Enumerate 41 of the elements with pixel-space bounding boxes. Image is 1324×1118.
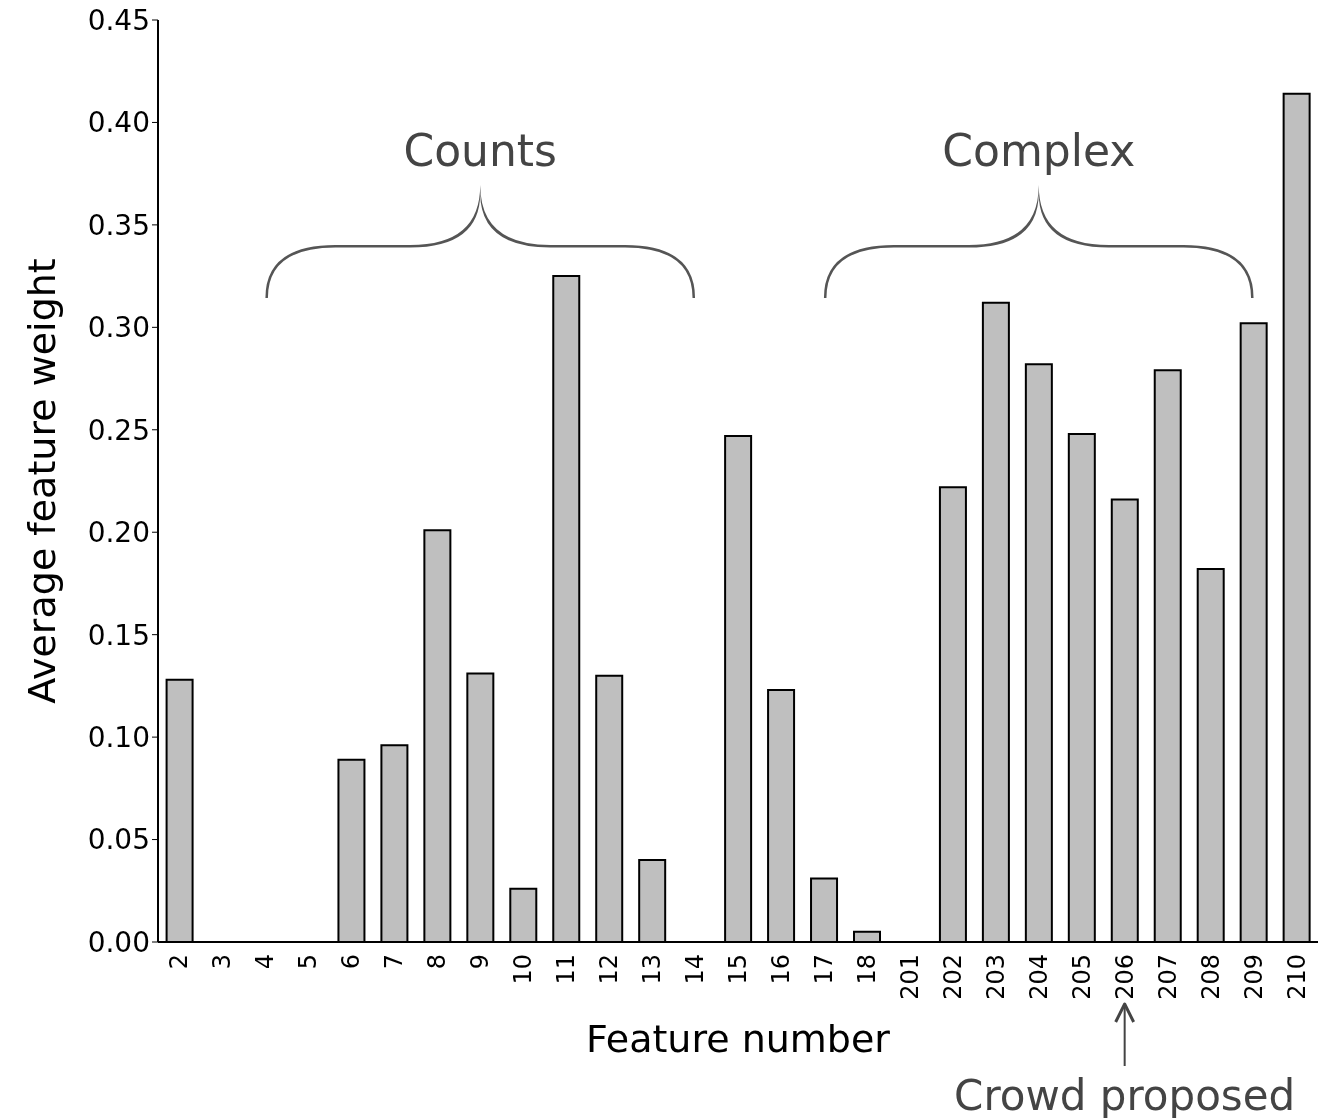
y-tick-label: 0.25: [87, 413, 150, 447]
y-tick-label: 0.05: [87, 823, 150, 857]
x-tick-label: 6: [337, 954, 366, 970]
x-tick-label: 205: [1067, 954, 1096, 1000]
x-tick-label: 9: [466, 954, 495, 970]
annotation: Counts: [403, 125, 558, 176]
x-axis-title: Feature number: [586, 1017, 891, 1061]
x-tick-label: 11: [552, 954, 581, 985]
x-tick-label: 10: [509, 954, 538, 985]
y-tick-label: 0.40: [87, 106, 150, 140]
x-tick-label: 202: [938, 954, 967, 1000]
y-axis-title: Average feature weight: [20, 258, 65, 704]
x-tick-label: 8: [423, 954, 452, 970]
y-tick-label: 0.00: [87, 925, 150, 959]
y-tick-label: 0.10: [87, 721, 150, 755]
x-tick-label: 207: [1153, 954, 1182, 1000]
x-tick-label: 17: [809, 954, 838, 985]
x-tick-label: 208: [1196, 954, 1225, 1000]
x-tick-label: 3: [208, 954, 237, 970]
x-tick-label: 12: [595, 954, 624, 985]
x-tick-label: 209: [1239, 954, 1268, 1000]
x-tick-label: 16: [766, 954, 795, 985]
x-tick-label: 13: [638, 954, 667, 985]
x-tick-label: 210: [1282, 954, 1311, 1000]
x-tick-label: 7: [380, 954, 409, 970]
y-tick-label: 0.45: [87, 3, 150, 37]
y-tick-label: 0.35: [87, 208, 150, 242]
x-tick-label: 2: [165, 954, 194, 970]
x-tick-label: 201: [895, 954, 924, 1000]
x-tick-label: 206: [1110, 954, 1139, 1000]
x-tick-label: 204: [1024, 954, 1053, 1000]
x-tick-label: 18: [852, 954, 881, 985]
x-tick-label: 5: [294, 954, 323, 970]
y-tick-label: 0.30: [87, 311, 150, 345]
y-tick-label: 0.15: [87, 618, 150, 652]
x-tick-label: 14: [681, 954, 710, 985]
x-tick-label: 15: [724, 954, 752, 985]
x-tick-label: 203: [981, 954, 1010, 1000]
annotation: Complex: [942, 125, 1136, 176]
x-tick-label: 4: [251, 954, 280, 970]
y-tick-label: 0.20: [87, 516, 150, 550]
